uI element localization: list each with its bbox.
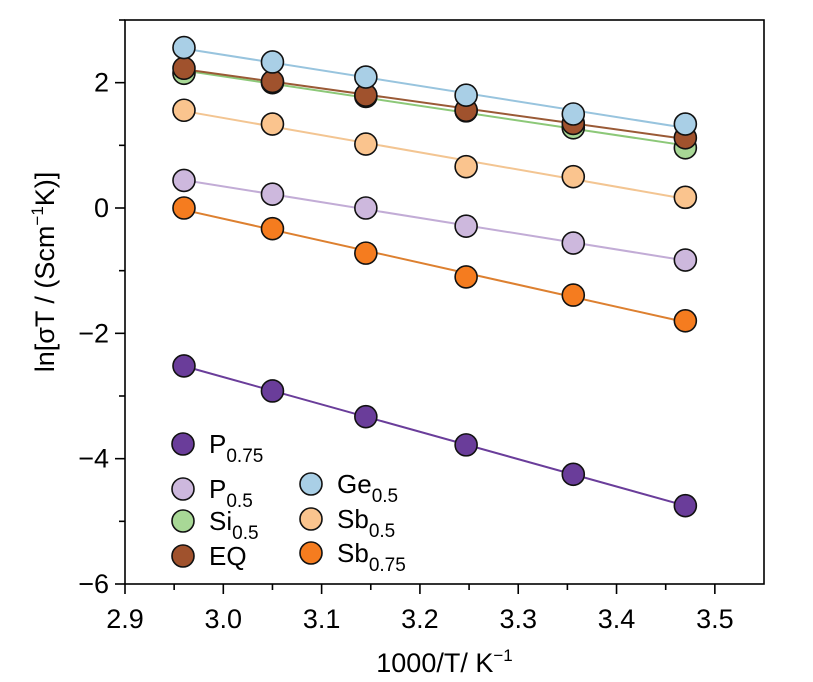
point-ge05 [561, 102, 586, 126]
legend-marker-p075 [171, 432, 195, 456]
point-p075 [673, 493, 698, 518]
legend-item-sb05: Sb0.5 [299, 504, 395, 542]
fit-line-sb05 [183, 110, 686, 200]
legend-marker-si05 [171, 509, 195, 533]
legend-item-p075: P0.75 [171, 429, 263, 467]
y-tick-label: −2 [78, 318, 109, 348]
legend-name: P [209, 429, 226, 459]
point-sb075 [172, 196, 196, 220]
legend-subscript: 0.75 [226, 446, 263, 467]
legend-item-ge05: Ge0.5 [299, 469, 398, 507]
point-p075 [260, 379, 285, 403]
legend-subscript: 0.5 [232, 523, 258, 544]
point-p05 [260, 182, 285, 207]
x-tick-label: 3.4 [598, 604, 636, 634]
fit-line-p05 [183, 179, 686, 262]
fit-line-sb075 [183, 208, 686, 324]
x-axis-title: 1000/T/ K−1 [376, 646, 512, 678]
point-p05 [454, 214, 478, 238]
fit-line-p075 [183, 365, 686, 507]
legend-marker-sb05 [299, 507, 323, 531]
legend-subscript: 0.5 [226, 491, 252, 512]
legend-marker-p05 [171, 477, 195, 501]
legend-label-eq: EQ [209, 541, 247, 571]
fit-line-eq [183, 68, 686, 140]
legend-item-eq: EQ [171, 541, 247, 571]
legend-marker-eq [171, 544, 195, 568]
y-tick-label: 2 [94, 68, 109, 98]
legend-label-ge05: Ge0.5 [337, 469, 398, 507]
y-tick-label: −4 [78, 444, 109, 474]
data-points-layer [172, 35, 698, 518]
point-sb05 [354, 132, 378, 156]
fit-line-si05 [183, 69, 686, 147]
point-sb075 [673, 308, 698, 333]
x-tick-label: 3.3 [499, 604, 537, 634]
ticks-layer: 2.9 3.0 3.1 3.2 3.3 3.4 3.5 −6 −4 −2 0 2 [78, 19, 734, 634]
x-tick-label: 3.2 [401, 604, 439, 634]
point-p05 [673, 248, 698, 272]
x-tick-label: 3.0 [205, 604, 243, 634]
fit-lines-layer [183, 47, 686, 507]
legend-marker-ge05 [299, 472, 323, 496]
point-ge05 [454, 83, 478, 107]
point-p05 [172, 168, 196, 193]
point-eq [172, 56, 196, 81]
point-sb075 [260, 216, 285, 241]
legend-name: Sb [337, 538, 369, 568]
y-axis-title: ln[σT / (Scm−1K)] [28, 172, 60, 373]
legend-name: Si [209, 506, 232, 536]
point-ge05 [172, 35, 196, 60]
legend-item-si05: Si0.5 [171, 506, 259, 544]
x-axis-title-text: 1000/T/ K [376, 648, 493, 678]
y-axis-title-post: K)] [30, 172, 60, 207]
y-tick-label: −6 [78, 569, 109, 599]
y-axis-title-pre: ln[σT / (Scm [30, 226, 60, 373]
x-tick-label: 3.5 [696, 604, 734, 634]
y-tick-label: 0 [94, 193, 109, 223]
legend-label-p075: P0.75 [209, 429, 263, 467]
point-sb05 [454, 154, 478, 179]
legend-name: Ge [337, 469, 372, 499]
point-p075 [172, 354, 196, 378]
point-sb075 [454, 265, 478, 289]
y-axis-title-sup: −1 [28, 206, 47, 225]
plot-frame [124, 19, 765, 585]
point-sb05 [673, 185, 698, 210]
legend-subscript: 0.5 [369, 521, 395, 542]
legend-name: Sb [337, 504, 369, 534]
legend-marker-sb075 [299, 541, 323, 565]
point-ge05 [260, 50, 285, 74]
legend-subscript: 0.75 [369, 555, 406, 576]
legend-label-sb075: Sb0.75 [337, 538, 406, 576]
legend-label-si05: Si0.5 [209, 506, 259, 544]
x-tick-label: 3.1 [303, 604, 341, 634]
legend-label-sb05: Sb0.5 [337, 504, 395, 542]
x-axis-title-sup: −1 [493, 646, 512, 665]
legend-item-p05: P0.5 [171, 474, 253, 512]
legend-label-p05: P0.5 [209, 474, 253, 512]
point-p075 [454, 433, 478, 457]
point-sb075 [354, 241, 378, 265]
legend-name: EQ [209, 541, 247, 571]
point-p075 [561, 462, 586, 487]
legend-name: P [209, 474, 226, 504]
point-sb05 [260, 112, 285, 136]
point-ge05 [354, 65, 378, 89]
point-sb05 [172, 98, 196, 123]
fit-line-ge05 [183, 47, 686, 129]
x-tick-label: 2.9 [106, 604, 144, 634]
point-p05 [561, 231, 586, 255]
point-sb075 [561, 283, 586, 307]
point-sb05 [561, 164, 586, 189]
point-ge05 [673, 112, 698, 136]
point-p05 [354, 196, 378, 220]
point-p075 [354, 404, 378, 429]
legend-item-sb075: Sb0.75 [299, 538, 406, 576]
legend-subscript: 0.5 [372, 486, 398, 507]
